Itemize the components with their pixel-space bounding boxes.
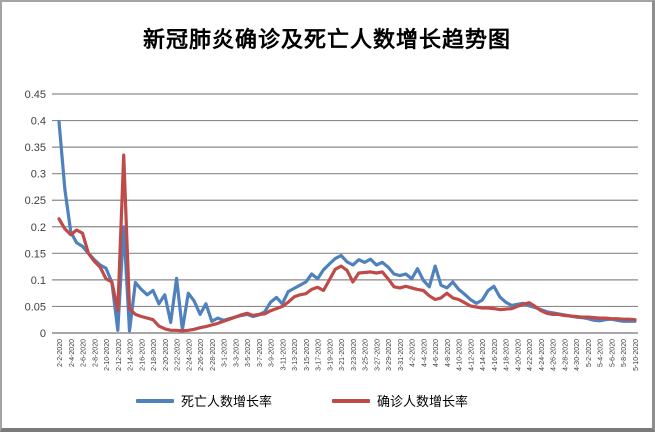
x-axis-tick-label: 4-16-2020 — [492, 339, 499, 371]
confirmed-rate-line-swatch — [332, 398, 370, 403]
y-axis-tick-label: 0 — [40, 328, 46, 340]
y-axis-tick-label: 0.35 — [25, 142, 46, 154]
x-axis-tick-label: 2-12-2020 — [116, 339, 123, 371]
x-axis-tick-label: 4-22-2020 — [527, 339, 534, 371]
x-axis-labels: 2-2-2020 2-4-2020 2-6-2020 2-8-2020 2-10-202… — [57, 339, 640, 371]
x-axis-tick-label: 3-19-2020 — [327, 339, 334, 371]
y-axis-tick-label: 0.15 — [25, 248, 46, 260]
x-axis-tick-label: 4-2-2020 — [410, 339, 417, 367]
chart-title: 新冠肺炎确诊及死亡人数增长趋势图 — [142, 27, 511, 53]
y-axis-tick-label: 0.2 — [31, 222, 46, 234]
legend-item-confirmed-rate: 确诊人数增长率 — [332, 391, 468, 410]
x-axis-tick-label: 3-29-2020 — [386, 339, 393, 371]
x-axis-tick-label: 4-4-2020 — [421, 339, 428, 367]
x-axis-tick-label: 2-2-2020 — [57, 339, 64, 367]
x-axis-tick-label: 2-22-2020 — [175, 339, 182, 371]
x-axis-tick-label: 4-26-2020 — [551, 339, 558, 371]
x-axis-tick-label: 2-14-2020 — [128, 339, 135, 371]
x-axis-tick-label: 2-20-2020 — [163, 339, 170, 371]
x-axis-tick-label: 5-8-2020 — [621, 339, 628, 367]
x-axis-tick-label: 4-18-2020 — [504, 339, 511, 371]
x-axis-tick-label: 2-28-2020 — [210, 339, 217, 371]
x-axis-tick-label: 2-24-2020 — [186, 339, 193, 371]
x-axis-tick-label: 5-4-2020 — [598, 339, 605, 367]
x-axis-tick-label: 4-20-2020 — [515, 339, 522, 371]
x-axis-tick-label: 3-27-2020 — [374, 339, 381, 371]
x-axis-tick-label: 4-30-2020 — [574, 339, 581, 371]
x-axis-tick-label: 2-26-2020 — [198, 339, 205, 371]
x-axis-tick-label: 2-8-2020 — [92, 339, 99, 367]
x-axis-tick-label: 2-4-2020 — [69, 339, 76, 367]
confirmed-rate-line — [57, 153, 637, 333]
x-axis-tick-label: 3-13-2020 — [292, 339, 299, 371]
y-axis-labels: 0 0.05 0.1 0.15 0.2 0.25 0.3 0.35 0.4 0.45 — [25, 89, 46, 340]
death-rate-line-swatch — [135, 398, 174, 403]
gridlines — [52, 93, 638, 334]
legend-label-death-rate: 死亡人数增长率 — [180, 394, 272, 409]
x-axis-tick-label: 4-12-2020 — [468, 339, 475, 371]
x-axis-tick-label: 4-8-2020 — [445, 339, 452, 367]
legend: 死亡人数增长率 确诊人数增长率 — [2, 391, 627, 410]
x-axis-tick-label: 5-2-2020 — [586, 339, 593, 367]
x-axis-tick-label: 3-31-2020 — [398, 339, 405, 371]
x-axis-tick-label: 2-18-2020 — [151, 339, 158, 371]
x-axis-tick-label: 3-21-2020 — [339, 339, 346, 371]
x-axis-tick-label: 3-3-2020 — [233, 339, 240, 367]
x-axis-tick-label: 3-1-2020 — [222, 339, 229, 367]
x-axis-tick-label: 3-23-2020 — [351, 339, 358, 371]
x-axis-tick-label: 5-10-2020 — [633, 339, 640, 371]
x-axis-tick-label: 5-6-2020 — [609, 339, 616, 367]
x-axis-tick-label: 4-14-2020 — [480, 339, 487, 371]
x-axis-tick-label: 4-28-2020 — [562, 339, 569, 371]
legend-item-death-rate: 死亡人数增长率 — [135, 391, 272, 410]
y-axis-tick-label: 0.05 — [25, 301, 46, 313]
x-axis-tick-label: 4-6-2020 — [433, 339, 440, 367]
x-axis-tick-label: 3-11-2020 — [280, 339, 287, 371]
y-axis-tick-label: 0.25 — [25, 195, 46, 207]
x-axis-tick-label: 3-17-2020 — [316, 339, 323, 371]
legend-label-confirmed-rate: 确诊人数增长率 — [377, 394, 469, 409]
x-axis-tick-label: 4-10-2020 — [457, 339, 464, 371]
x-axis-tick-label: 3-25-2020 — [363, 339, 370, 371]
x-axis-tick-label: 3-15-2020 — [304, 339, 311, 371]
x-axis-tick-label: 3-7-2020 — [257, 339, 264, 367]
x-axis-tick-label: 2-16-2020 — [139, 339, 146, 371]
x-axis-tick-label: 3-5-2020 — [245, 339, 252, 367]
x-axis-tick-label: 4-24-2020 — [539, 339, 546, 371]
x-axis-tick-label: 2-10-2020 — [104, 339, 111, 371]
y-axis-tick-label: 0.45 — [25, 89, 46, 101]
y-axis-tick-label: 0.1 — [31, 275, 46, 287]
y-axis-tick-label: 0.4 — [31, 116, 46, 128]
y-axis-tick-label: 0.3 — [31, 169, 46, 181]
x-axis-tick-label: 2-6-2020 — [81, 339, 88, 367]
x-axis-tick-label: 3-9-2020 — [269, 339, 276, 367]
